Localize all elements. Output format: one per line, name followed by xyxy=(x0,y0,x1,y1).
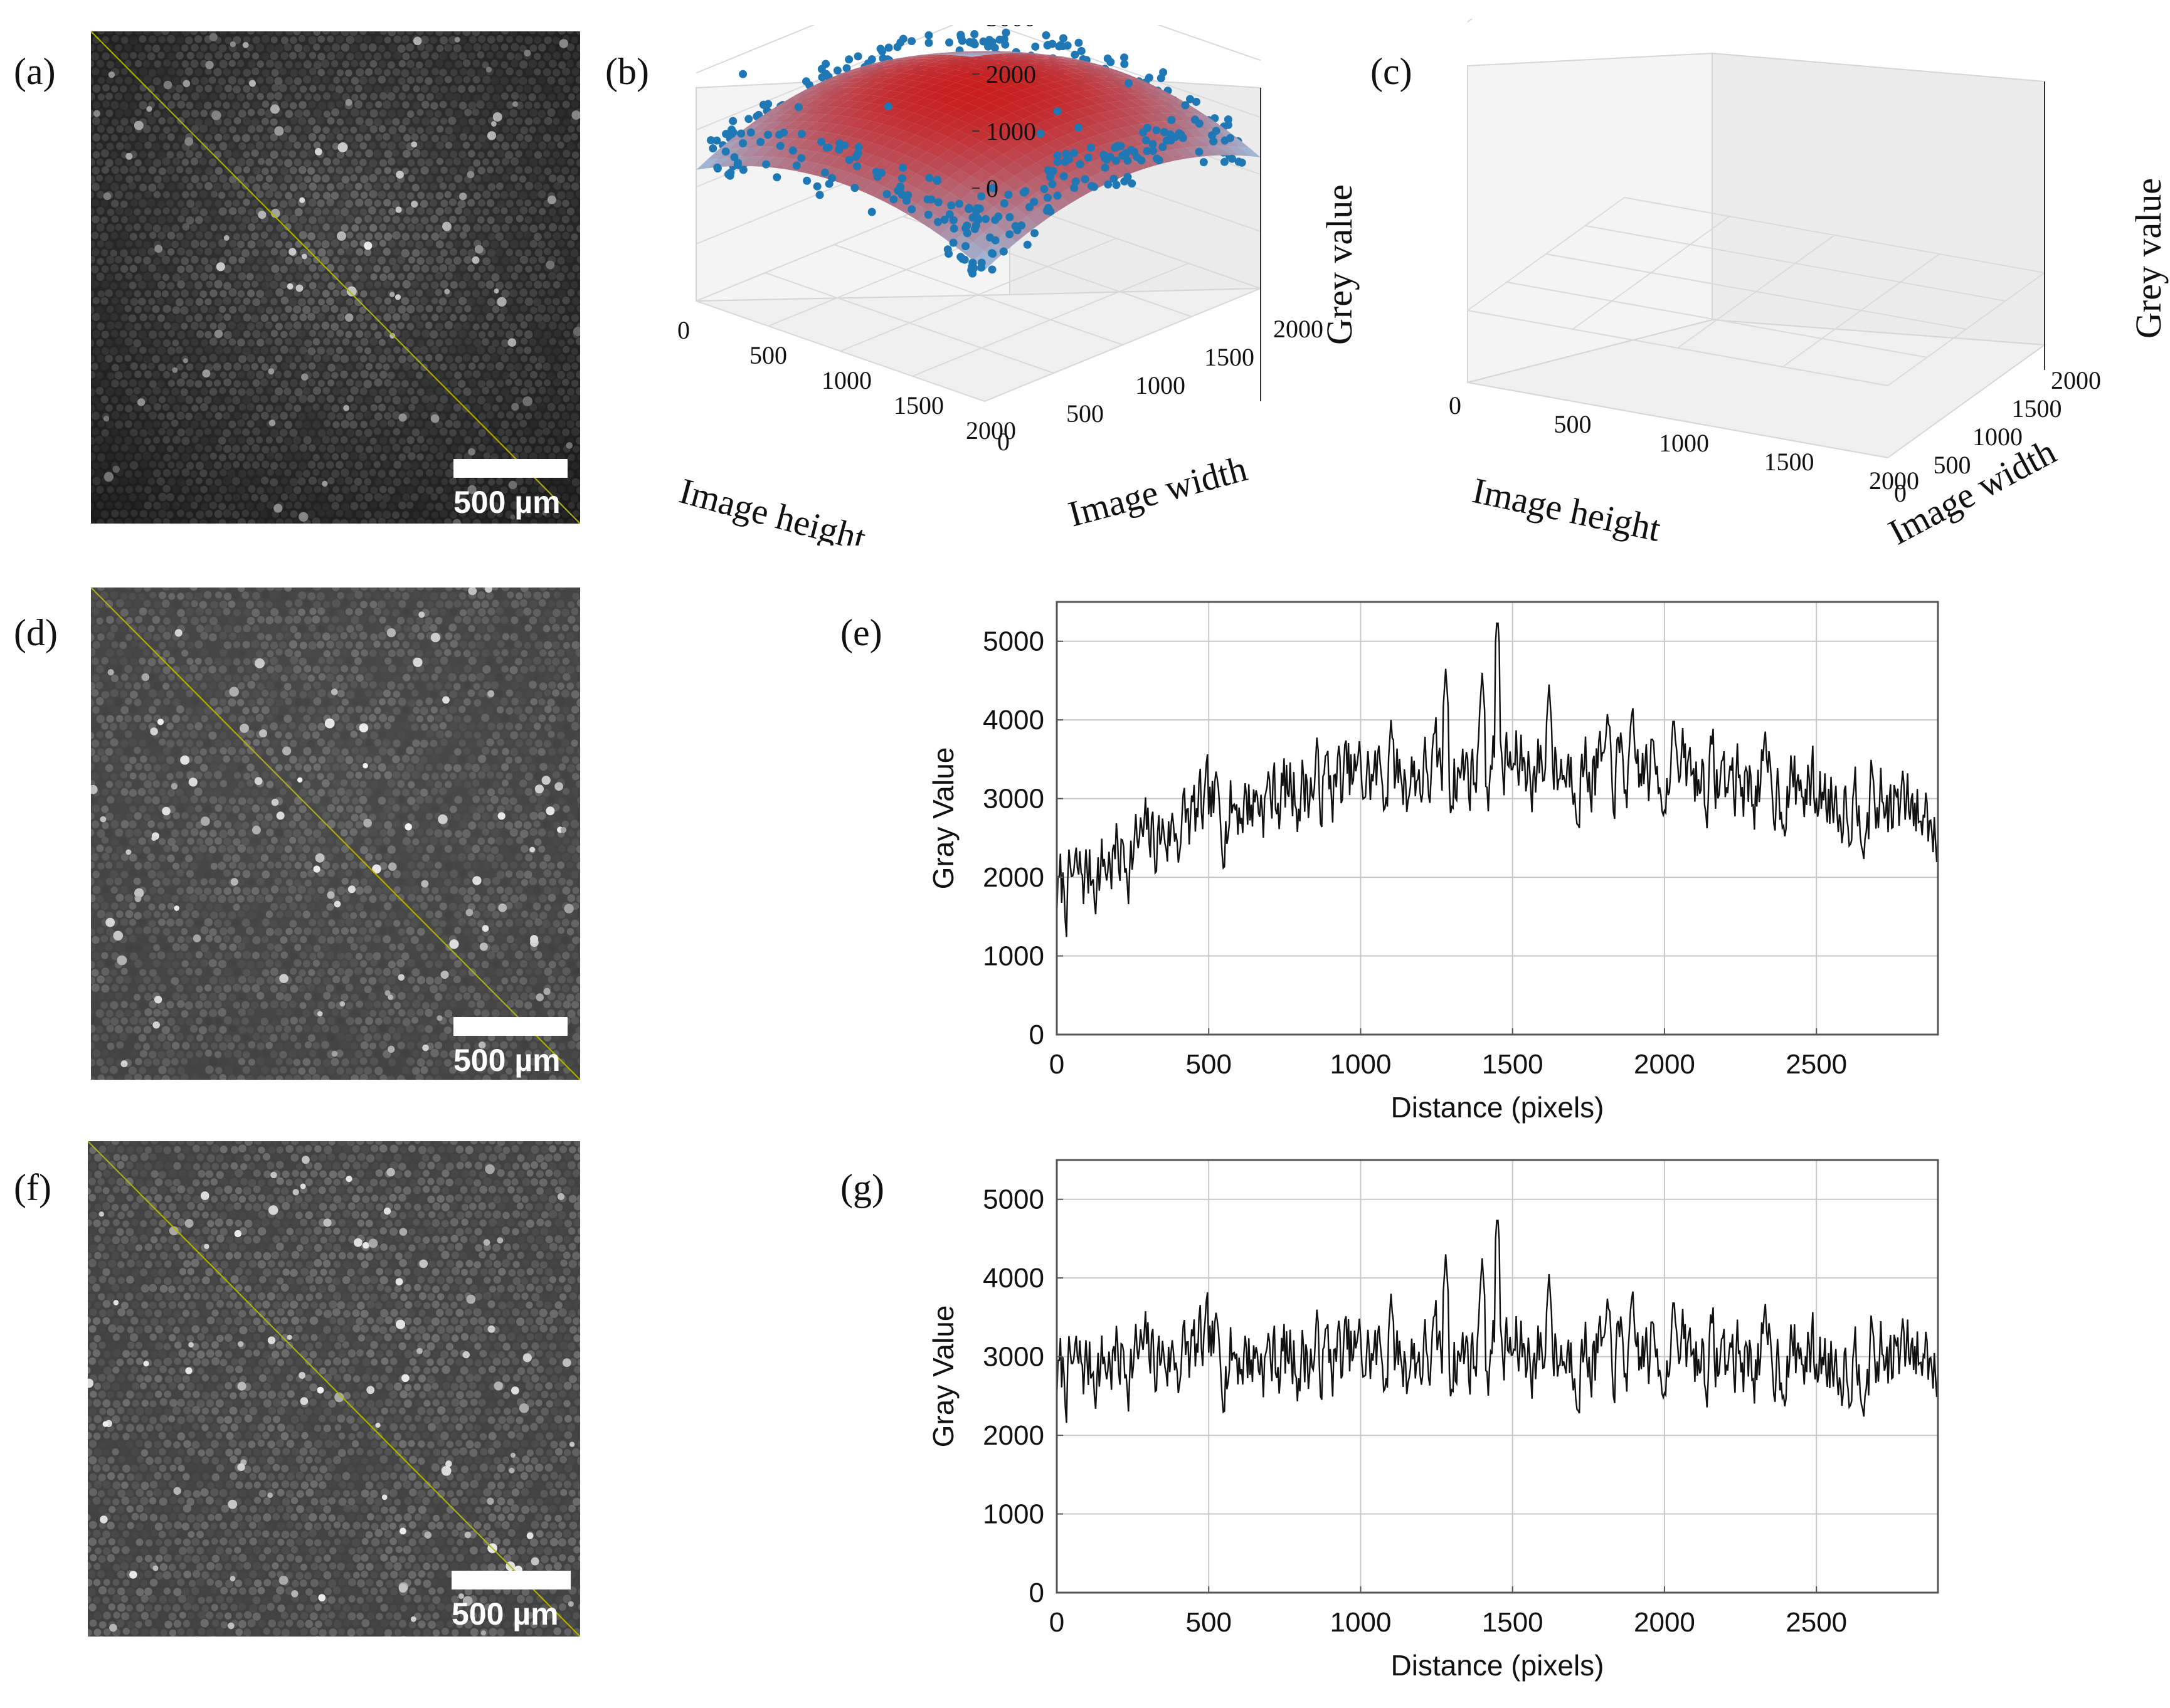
y-tick-label: 2000 xyxy=(983,862,1044,893)
chart-b-zlabel: Grey value xyxy=(1319,184,1360,345)
x-tick-labels: 0 500 1000 1500 2000 2500 xyxy=(1049,1028,1847,1080)
x-tick-label: 1000 xyxy=(1330,1607,1392,1638)
scale-label-f: 500 µm xyxy=(452,1596,559,1632)
y-tick-label: 4000 xyxy=(983,705,1044,735)
chart-b-points-front xyxy=(709,79,1243,278)
y-tick-label: 1000 xyxy=(983,1499,1044,1530)
x-tick-label: 0 xyxy=(1049,1049,1064,1080)
panel-label-g: (g) xyxy=(840,1167,884,1208)
y-tick-label: 3000 xyxy=(983,784,1044,814)
chart-b-surface xyxy=(696,51,1261,270)
x-tick-labels: 0 500 1000 1500 2000 2500 xyxy=(1049,1586,1847,1638)
micrograph-d: 500 µm xyxy=(91,588,580,1080)
chart-c-grid xyxy=(1467,19,2045,386)
chart-e: 0 500 1000 1500 2000 2500 0 1000 2000 3000 4000 500… xyxy=(927,601,1939,1124)
micrograph-f: 500 µm xyxy=(88,1141,580,1637)
y-tick-label: 5000 xyxy=(983,1184,1044,1215)
y-tick-label: 5000 xyxy=(983,626,1044,657)
profile-line xyxy=(91,588,580,1080)
y-tick-label: 3000 xyxy=(983,1342,1044,1373)
micrograph-f-image xyxy=(88,1141,580,1637)
x-tick-label: 1500 xyxy=(1482,1049,1543,1080)
chart-b-xlabel: Image height xyxy=(675,470,871,546)
x-tick-label: 2000 xyxy=(1634,1049,1695,1080)
x-tick-label: 2500 xyxy=(1786,1049,1847,1080)
x-tick-label: 500 xyxy=(1186,1049,1232,1080)
scale-bar-a xyxy=(453,459,568,478)
plot-frame xyxy=(1056,601,1939,1036)
micrograph-d-image xyxy=(91,588,580,1080)
y-axis-label: Gray Value xyxy=(927,1305,960,1448)
chart-c-xlabel: Image height xyxy=(1469,470,1664,549)
y-tick-label: 2000 xyxy=(983,1420,1044,1451)
plot-frame xyxy=(1056,1159,1939,1594)
y-tick-labels: 0 1000 2000 3000 4000 5000 xyxy=(983,626,1063,1050)
panel-label-f: (f) xyxy=(14,1167,51,1208)
micrograph-a-image xyxy=(91,31,580,524)
y-tick-label: 0 xyxy=(1029,1578,1044,1608)
scale-label-a: 500 µm xyxy=(453,485,561,520)
profile-series-line xyxy=(1056,1220,1939,1423)
y-tick-labels: 0 1000 2000 3000 4000 5000 xyxy=(983,1184,1063,1608)
profile-series-line xyxy=(1056,622,1939,937)
panel-label-b: (b) xyxy=(605,51,649,92)
micrograph-a: 500 µm xyxy=(91,31,580,524)
x-tick-label: 0 xyxy=(1049,1607,1064,1638)
chart-c-zlabel: Grey value xyxy=(2128,178,2169,339)
profile-line xyxy=(88,1141,580,1637)
panel-label-c: (c) xyxy=(1370,51,1412,92)
x-tick-label: 2000 xyxy=(1634,1607,1695,1638)
panel-label-e: (e) xyxy=(840,612,882,653)
panel-label-a: (a) xyxy=(14,51,56,92)
x-tick-label: 1000 xyxy=(1330,1049,1392,1080)
x-axis-label: Distance (pixels) xyxy=(1391,1649,1604,1682)
y-tick-label: 4000 xyxy=(983,1263,1044,1294)
x-tick-label: 1500 xyxy=(1482,1607,1543,1638)
y-axis-label: Gray Value xyxy=(927,747,960,890)
chart-b-ylabel: Image width xyxy=(1064,448,1251,534)
panel-label-d: (d) xyxy=(14,612,58,653)
chart-c-box xyxy=(1467,52,2046,459)
chart-c-back-wall-right xyxy=(1712,52,2045,346)
scale-bar-d xyxy=(453,1017,568,1036)
scale-bar-f xyxy=(452,1571,571,1589)
y-tick-label: 0 xyxy=(1029,1020,1044,1050)
x-tick-label: 2500 xyxy=(1786,1607,1847,1638)
y-tick-label: 1000 xyxy=(983,941,1044,972)
scale-label-d: 500 µm xyxy=(453,1043,561,1078)
chart-g: 0 500 1000 1500 2000 2500 0 1000 2000 3000 4000 500… xyxy=(927,1159,1939,1682)
profile-line xyxy=(91,31,580,524)
plot-area xyxy=(1057,1160,1938,1593)
x-axis-label: Distance (pixels) xyxy=(1391,1091,1604,1124)
x-tick-label: 500 xyxy=(1186,1607,1232,1638)
gridlines xyxy=(1057,602,1938,1035)
